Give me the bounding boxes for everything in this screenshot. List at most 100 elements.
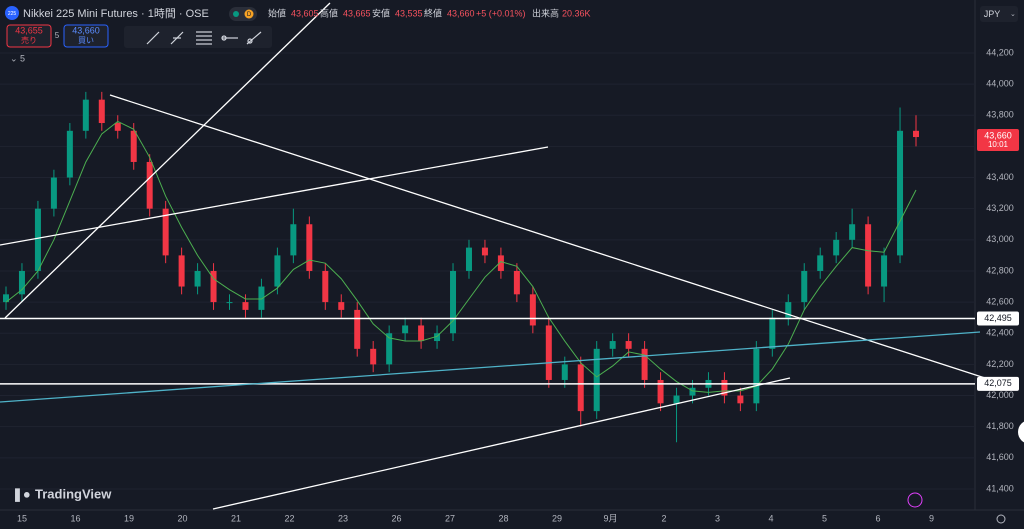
y-tick-label: 41,600	[986, 452, 1014, 462]
scroll-button[interactable]	[1018, 420, 1024, 444]
candle-body	[162, 208, 169, 256]
candle-body	[66, 130, 73, 178]
candle-body	[290, 224, 297, 256]
field-label: 終値	[424, 7, 442, 18]
field-value: 43,660	[447, 8, 475, 18]
candle-body	[3, 294, 9, 303]
toolbar-icons[interactable]	[146, 31, 262, 45]
candle-body	[194, 270, 201, 287]
level-label: 42,075	[984, 378, 1012, 388]
settings-icon[interactable]	[996, 514, 1006, 524]
candle-body	[753, 348, 760, 404]
candle-body	[146, 161, 153, 209]
x-tick-label: 2	[661, 513, 666, 523]
y-tick-label: 42,200	[986, 359, 1014, 369]
candle-body	[657, 379, 664, 404]
last-price-tag	[977, 129, 1019, 152]
trendline[interactable]	[109, 94, 986, 379]
x-tick-label: 21	[231, 513, 241, 523]
x-tick-label: 23	[338, 513, 348, 523]
y-tick-label: 44,000	[986, 78, 1014, 88]
candle-body	[338, 302, 345, 310]
spread: 5	[55, 31, 60, 40]
level-tag	[977, 376, 1019, 391]
x-tick-label: 20	[177, 513, 187, 523]
trendline[interactable]	[0, 146, 549, 246]
sell-button[interactable]	[6, 24, 52, 48]
candle-body	[481, 247, 488, 256]
candle-body	[721, 379, 728, 396]
y-tick-label: 42,400	[986, 328, 1014, 338]
candle-body	[561, 364, 568, 380]
candle-body	[609, 341, 616, 349]
candle-body	[434, 333, 441, 342]
x-tick-label: 6	[875, 513, 880, 523]
candle-body	[529, 294, 536, 326]
buy-button[interactable]	[63, 24, 109, 48]
collapse-toggle[interactable]: ⌄	[10, 53, 18, 63]
level-tag	[977, 311, 1019, 326]
candle-body	[833, 239, 840, 256]
volume: 20.36K	[562, 8, 591, 18]
badge-circle	[244, 9, 254, 19]
candle-body	[641, 348, 648, 380]
candle-body	[897, 130, 904, 256]
volume-label: 出来高	[532, 7, 559, 18]
trendline[interactable]	[212, 377, 791, 510]
candle-body	[178, 255, 185, 287]
x-tick-label: 15	[17, 513, 27, 523]
candle-body	[274, 255, 281, 287]
price-axis: 41,400 41,600 41,800 42,000 42,200 42,400 42,6…	[17, 47, 1019, 523]
candle-body	[673, 395, 680, 404]
drawing-toolbar	[124, 26, 272, 48]
trendlines	[0, 2, 986, 510]
x-tick-label: 4	[768, 513, 773, 523]
candle-body	[801, 270, 808, 303]
plot-area	[0, 52, 975, 490]
candle-body	[402, 325, 409, 334]
symbol-title: Nikkei 225 Mini Futures · 1時間 · OSE	[23, 7, 209, 20]
y-tick-label: 42,000	[986, 390, 1014, 400]
field-value: 43,665	[343, 8, 371, 18]
x-tick-label: 19	[124, 513, 134, 523]
brand-logo: ❚●	[12, 486, 31, 502]
badge-text: D	[247, 12, 252, 18]
trendline[interactable]	[4, 2, 331, 319]
candle-body	[737, 395, 744, 404]
currency[interactable]: JPY	[984, 9, 1001, 19]
ohlc-fields: 始値 43,605 高値 43,665 安値 43,535 終値 43,660 +5 (+0.0…	[268, 7, 591, 18]
buy-price[interactable]: 43,660	[72, 25, 100, 35]
candle-body	[545, 325, 552, 380]
field-value: 43,605	[291, 8, 319, 18]
x-tick-label: 22	[284, 513, 294, 523]
last-price-label: 43,660	[984, 130, 1012, 140]
candle-body	[82, 99, 89, 131]
buy-label[interactable]: 買い	[78, 36, 94, 45]
sell-price[interactable]: 43,655	[15, 25, 43, 35]
alert-icon[interactable]	[907, 492, 923, 508]
candle-body	[306, 224, 313, 271]
change: +5 (+0.01%)	[476, 8, 526, 18]
sell-label[interactable]: 売り	[21, 35, 37, 45]
level-label: 42,495	[984, 313, 1012, 323]
field-value: 43,535	[395, 8, 423, 18]
currency-button[interactable]	[980, 6, 1018, 22]
candle-body	[450, 270, 457, 334]
candle-body	[322, 270, 329, 303]
symbol-icon-text: 225	[8, 11, 17, 17]
candle-body	[849, 224, 856, 240]
x-tick-label: 9	[929, 513, 934, 523]
x-tick-label: 28	[498, 513, 508, 523]
candle-body	[913, 130, 919, 138]
trendline[interactable]	[0, 331, 981, 403]
currency-caret[interactable]: ⌄	[1010, 11, 1016, 18]
candle-body	[258, 286, 265, 310]
y-tick-label: 41,400	[986, 483, 1014, 493]
x-tick-label: 27	[445, 513, 455, 523]
candle-body	[386, 333, 393, 365]
x-tick-label: 29	[552, 513, 562, 523]
collapse-count[interactable]: 5	[20, 53, 25, 63]
symbol-icon	[5, 6, 19, 20]
